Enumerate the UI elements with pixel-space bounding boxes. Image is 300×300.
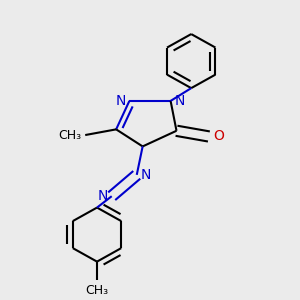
Text: N: N xyxy=(141,168,151,182)
Text: O: O xyxy=(214,130,224,143)
Text: CH₃: CH₃ xyxy=(58,128,82,142)
Text: N: N xyxy=(174,94,184,108)
Text: CH₃: CH₃ xyxy=(85,284,109,296)
Text: N: N xyxy=(116,94,126,108)
Text: N: N xyxy=(97,189,108,203)
